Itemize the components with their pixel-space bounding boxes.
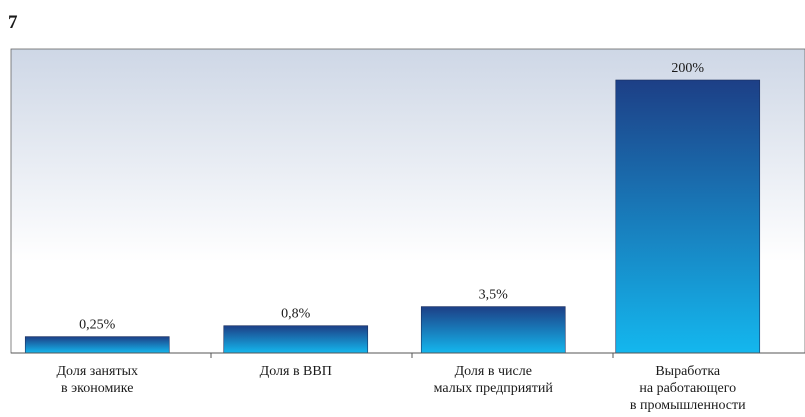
- category-label-line: Выработка: [655, 364, 721, 379]
- category-label-line: на работающего: [639, 381, 736, 396]
- bar: [223, 325, 369, 354]
- category-label: Доля в числе малых предприятий: [434, 364, 554, 396]
- category-label: Доля в ВВП: [260, 364, 332, 379]
- value-labels: 0,25% 0,8% 3,5% 200%: [79, 61, 704, 333]
- figure-number: 7: [8, 12, 18, 33]
- category-label-line: в промышленности: [630, 398, 746, 413]
- category-label: Выработка на работающего в промышленности: [630, 364, 746, 413]
- category-label-line: Доля в числе: [455, 364, 532, 379]
- category-label: Доля занятых в экономике: [57, 364, 139, 396]
- category-labels: Доля занятых в экономике Доля в ВВП Доля в …: [57, 364, 747, 413]
- bar: [420, 306, 566, 354]
- category-label-line: в экономике: [61, 381, 133, 396]
- bar: [615, 79, 761, 354]
- bars: [24, 79, 761, 354]
- value-label: 3,5%: [479, 288, 509, 303]
- category-label-line: Доля в ВВП: [260, 364, 332, 379]
- value-label: 0,8%: [281, 307, 311, 322]
- value-label: 200%: [671, 61, 704, 76]
- x-axis-ticks: [210, 353, 614, 358]
- category-label-line: Доля занятых: [57, 364, 139, 379]
- value-label: 0,25%: [79, 318, 116, 333]
- bar: [24, 336, 170, 354]
- category-label-line: малых предприятий: [434, 381, 554, 396]
